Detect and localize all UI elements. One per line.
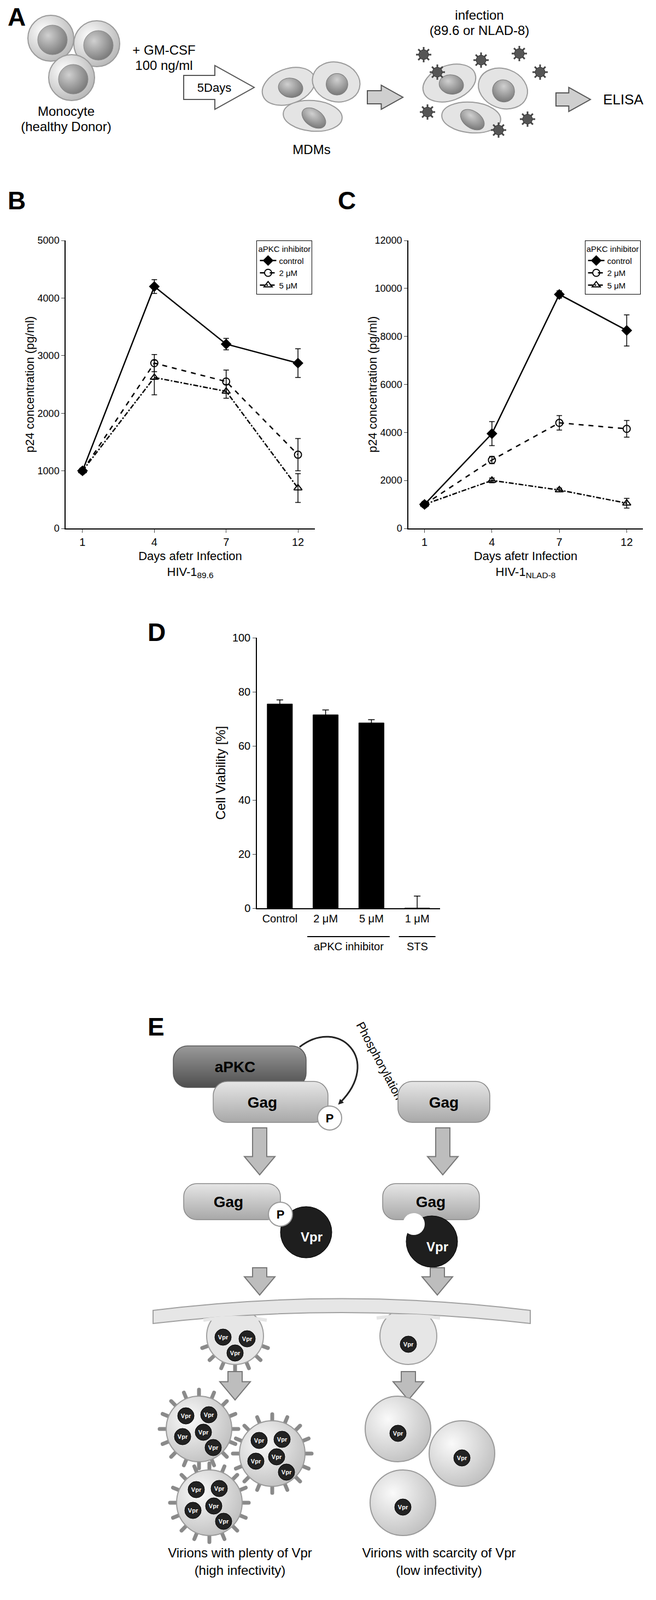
html-text:A: A bbox=[7, 2, 26, 32]
html-text:D: D bbox=[147, 618, 166, 647]
svg-text:5 μM: 5 μM bbox=[359, 912, 384, 925]
svg-text:12: 12 bbox=[620, 536, 633, 549]
svg-text:40: 40 bbox=[238, 794, 251, 807]
svg-text:Vpr: Vpr bbox=[191, 1486, 202, 1494]
svg-text:control: control bbox=[278, 256, 304, 266]
svg-text:Vpr: Vpr bbox=[180, 1413, 192, 1420]
svg-text:4000: 4000 bbox=[37, 293, 60, 304]
svg-text:Gag: Gag bbox=[247, 1094, 278, 1112]
svg-text:Gag: Gag bbox=[429, 1094, 459, 1112]
svg-text:1: 1 bbox=[421, 536, 428, 549]
svg-text:p24 concentration (pg/ml): p24 concentration (pg/ml) bbox=[365, 316, 380, 453]
svg-text:60: 60 bbox=[238, 740, 251, 753]
svg-text:Vpr: Vpr bbox=[254, 1437, 265, 1445]
svg-text:3000: 3000 bbox=[37, 350, 60, 362]
svg-text:MDMs: MDMs bbox=[292, 142, 331, 157]
svg-text:0: 0 bbox=[396, 523, 403, 535]
svg-text:2 μM: 2 μM bbox=[278, 268, 298, 278]
svg-text:Vpr: Vpr bbox=[277, 1436, 288, 1444]
svg-text:aPKC inhibitor: aPKC inhibitor bbox=[313, 940, 384, 953]
svg-text:Vpr: Vpr bbox=[393, 1430, 404, 1438]
svg-text:Gag: Gag bbox=[213, 1193, 244, 1211]
svg-text:2 μM: 2 μM bbox=[313, 912, 338, 925]
svg-text:Vpr: Vpr bbox=[203, 1412, 215, 1419]
svg-text:aPKC inhibitor: aPKC inhibitor bbox=[258, 244, 311, 254]
svg-text:5 μM: 5 μM bbox=[607, 280, 626, 291]
svg-text:Vpr: Vpr bbox=[198, 1429, 209, 1437]
svg-text:(healthy Donor): (healthy Donor) bbox=[20, 119, 111, 134]
svg-text:Phosphorylation: Phosphorylation bbox=[353, 1020, 407, 1103]
svg-text:Vpr: Vpr bbox=[457, 1455, 468, 1462]
svg-text:P: P bbox=[325, 1111, 335, 1126]
svg-text:6000: 6000 bbox=[380, 379, 403, 391]
svg-text:4: 4 bbox=[488, 536, 495, 549]
svg-text:Virions with plenty of Vpr: Virions with plenty of Vpr bbox=[167, 1545, 313, 1561]
svg-text:7: 7 bbox=[223, 536, 230, 549]
svg-text:Vpr: Vpr bbox=[188, 1507, 199, 1515]
svg-text:Days afetr InfectionHIV-1​NLAD: Days afetr InfectionHIV-1​NLAD-8​ bbox=[473, 549, 578, 581]
svg-text:aPKC: aPKC bbox=[214, 1058, 256, 1076]
svg-text:ELISA: ELISA bbox=[602, 91, 644, 108]
svg-text:Vpr: Vpr bbox=[397, 1504, 409, 1511]
svg-text:infection: infection bbox=[454, 7, 504, 23]
svg-text:Vpr: Vpr bbox=[230, 1350, 241, 1357]
svg-text:Vpr: Vpr bbox=[208, 1444, 219, 1452]
svg-text:80: 80 bbox=[238, 686, 251, 699]
svg-text:1000: 1000 bbox=[37, 465, 60, 477]
svg-text:Vpr: Vpr bbox=[218, 1518, 230, 1526]
svg-text:100: 100 bbox=[232, 631, 251, 644]
svg-text:+ GM-CSF: + GM-CSF bbox=[132, 42, 196, 58]
svg-text:1 μM: 1 μM bbox=[405, 912, 430, 925]
svg-text:5Days: 5Days bbox=[197, 80, 232, 95]
svg-text:Gag: Gag bbox=[416, 1193, 446, 1211]
svg-text:Vpr: Vpr bbox=[208, 1503, 220, 1510]
svg-text:Vpr: Vpr bbox=[426, 1239, 449, 1255]
svg-text:Vpr: Vpr bbox=[177, 1433, 189, 1441]
svg-text:Cell Viability [%]: Cell Viability [%] bbox=[213, 726, 228, 821]
svg-text:Vpr: Vpr bbox=[214, 1485, 225, 1493]
svg-text:12: 12 bbox=[291, 536, 304, 549]
svg-text:7: 7 bbox=[556, 536, 563, 549]
svg-text:Vpr: Vpr bbox=[300, 1230, 323, 1245]
svg-text:20: 20 bbox=[238, 848, 251, 861]
svg-text:2000: 2000 bbox=[380, 475, 403, 486]
svg-text:P: P bbox=[276, 1208, 285, 1222]
svg-text:8000: 8000 bbox=[380, 331, 403, 343]
svg-text:Virions with scarcity of Vpr: Virions with scarcity of Vpr bbox=[362, 1545, 517, 1561]
svg-text:Days afetr InfectionHIV-1​89.6: Days afetr InfectionHIV-1​89.6​ bbox=[138, 549, 243, 581]
svg-text:4000: 4000 bbox=[380, 427, 403, 439]
svg-text:Vpr: Vpr bbox=[281, 1469, 292, 1476]
svg-text:Vpr: Vpr bbox=[403, 1341, 414, 1349]
html-text:B: B bbox=[7, 186, 26, 215]
svg-text:Vpr: Vpr bbox=[271, 1454, 283, 1461]
svg-text:0: 0 bbox=[54, 523, 60, 535]
svg-text:1: 1 bbox=[79, 536, 86, 549]
html-text:C: C bbox=[337, 186, 356, 215]
svg-text:(high infectivity): (high infectivity) bbox=[194, 1563, 286, 1579]
svg-text:2000: 2000 bbox=[37, 408, 60, 420]
html-text:E: E bbox=[147, 1012, 165, 1042]
svg-text:2 μM: 2 μM bbox=[607, 268, 626, 278]
svg-text:5 μM: 5 μM bbox=[278, 280, 298, 291]
svg-text:Vpr: Vpr bbox=[250, 1458, 262, 1466]
svg-text:0: 0 bbox=[244, 902, 251, 915]
svg-text:Vpr: Vpr bbox=[218, 1334, 229, 1341]
svg-text:Monocyte: Monocyte bbox=[37, 103, 95, 119]
svg-text:control: control bbox=[607, 256, 632, 266]
svg-text:100 ng/ml: 100 ng/ml bbox=[135, 57, 193, 73]
svg-text:STS: STS bbox=[406, 940, 429, 953]
svg-text:aPKC inhibitor: aPKC inhibitor bbox=[586, 244, 640, 254]
svg-text:Vpr: Vpr bbox=[242, 1336, 253, 1343]
svg-text:4: 4 bbox=[151, 536, 158, 549]
svg-text:(low infectivity): (low infectivity) bbox=[395, 1563, 482, 1579]
svg-text:(89.6 or NLAD-8): (89.6 or NLAD-8) bbox=[429, 22, 530, 38]
svg-text:12000: 12000 bbox=[375, 235, 403, 246]
svg-text:5000: 5000 bbox=[37, 235, 60, 246]
svg-text:p24 concentration (pg/ml): p24 concentration (pg/ml) bbox=[22, 316, 37, 453]
svg-text:10000: 10000 bbox=[375, 283, 403, 295]
svg-text:Control: Control bbox=[262, 912, 298, 925]
